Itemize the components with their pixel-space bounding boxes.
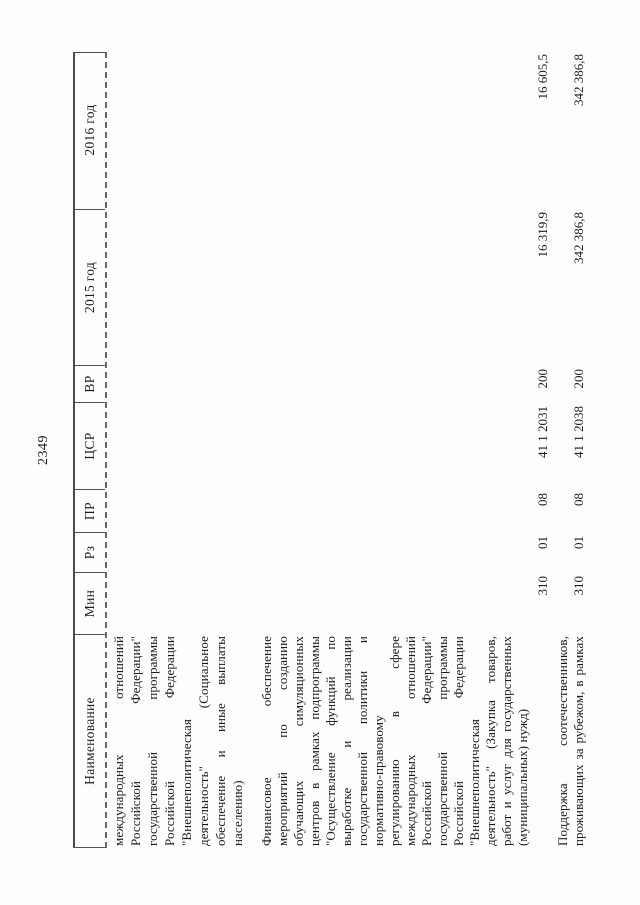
header-cell-pr: ПР (75, 489, 105, 532)
cell-rz: 01 (571, 536, 586, 549)
cell-amount-2015: 16 319,9 (535, 212, 550, 258)
table-header-row: Наименование Мин Рз ПР ЦСР ВР 2015 год 2… (73, 52, 107, 848)
name-line: центров в рамках подпрограммы (307, 636, 322, 846)
name-line: нормативно-правовому (371, 715, 386, 846)
name-line: регулированию в сфере (387, 636, 402, 846)
cell-min: 310 (571, 576, 586, 596)
header-cell-naimenovanie: Наименование (75, 634, 105, 847)
page-number: 2349 (36, 435, 51, 465)
name-line: Российской Федерации" (128, 636, 143, 846)
table-row-1-name: международных отношений Российской Федер… (110, 636, 246, 846)
table-row-3-name: Поддержка соотечественников, проживающих… (555, 636, 587, 846)
cell-pr: 08 (535, 493, 550, 506)
name-line: (муниципальных) нужд) (515, 708, 530, 846)
cell-pr: 08 (571, 493, 586, 506)
cell-min: 310 (535, 576, 550, 596)
name-line: Поддержка соотечественников, (555, 636, 570, 846)
header-cell-min: Мин (75, 572, 105, 634)
table-row-2-name: Финансовое обеспечение мероприятий по со… (259, 636, 531, 846)
name-line: деятельность" (Закупка товаров, (483, 636, 498, 846)
header-cell-csr: ЦСР (75, 402, 105, 489)
name-line: Российской Федерации" (419, 636, 434, 846)
name-line: государственной политики и (355, 636, 370, 846)
name-line: населению) (230, 780, 245, 846)
cell-vr: 200 (571, 369, 586, 389)
header-cell-2016: 2016 год (82, 104, 97, 156)
cell-amount-2016: 16 605,5 (535, 54, 550, 100)
name-line: Российской Федерации (451, 636, 466, 846)
name-line: выработке и реализации (339, 636, 354, 846)
cell-amount-2015: 342 386,8 (571, 212, 586, 264)
name-line: проживающих за рубежом, в рамках (571, 636, 586, 846)
name-line: государственной программы (435, 636, 450, 846)
header-cell-rz: Рз (75, 532, 105, 572)
name-line: международных отношений (403, 636, 418, 846)
name-line: "Внешнеполитическая (179, 719, 194, 846)
header-cell-vr: ВР (75, 365, 105, 402)
table-row-3-values: 310 01 08 41 1 2038 200 342 386,8 342 38… (571, 52, 587, 635)
name-line: обучающих симуляционных (291, 636, 306, 846)
name-line: "Внешнеполитическая (467, 719, 482, 846)
cell-vr: 200 (535, 369, 550, 389)
name-line: мероприятий по созданию (275, 636, 290, 846)
name-line: государственной программы (145, 636, 160, 846)
name-line: Финансовое обеспечение (259, 636, 274, 846)
table-row-2-values: 310 01 08 41 1 2031 200 16 319,9 16 605,… (535, 52, 551, 635)
header-cell-2015: 2015 год (75, 209, 105, 365)
cell-amount-2016: 342 386,8 (571, 54, 586, 106)
name-line: обеспечение и иные выплаты (213, 636, 228, 846)
name-line: деятельность" (Социальное (196, 636, 211, 846)
name-line: "Осуществление функций по (323, 636, 338, 846)
name-line: международных отношений (111, 636, 126, 846)
name-line: работ и услуг для государственных (499, 636, 514, 846)
name-line: Российской Федерации (162, 636, 177, 846)
cell-csr: 41 1 2038 (571, 406, 586, 458)
cell-rz: 01 (535, 536, 550, 549)
cell-csr: 41 1 2031 (535, 406, 550, 458)
